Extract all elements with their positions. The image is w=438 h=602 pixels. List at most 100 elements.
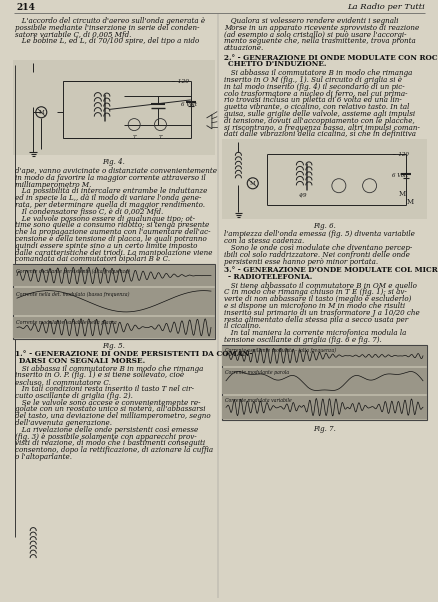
- Text: - RADIOTELEFONIA.: - RADIOTELEFONIA.: [227, 273, 311, 281]
- Text: mento seguente che, nella trasmittente, trova pronta: mento seguente che, nella trasmittente, …: [223, 37, 415, 45]
- Text: T: T: [132, 135, 136, 140]
- Text: si riscontrano, a frequenza bassa, altri impulsi coman-: si riscontrano, a frequenza bassa, altri…: [223, 123, 419, 132]
- Text: M: M: [249, 181, 255, 186]
- Text: 1.° - GENERAZIONE DI ONDE PERSISTENTI DA COMAN-: 1.° - GENERAZIONE DI ONDE PERSISTENTI DA…: [15, 350, 252, 358]
- Text: Corrente nella det. modulata (bassa frequenza): Corrente nella det. modulata (bassa freq…: [16, 292, 129, 297]
- Text: 6 Volt: 6 Volt: [180, 102, 196, 107]
- Text: Il condensatore fisso C, è di 0,002 Mfd.: Il condensatore fisso C, è di 0,002 Mfd.: [15, 208, 163, 216]
- Text: Sono le onde così modulate che diventano percep-: Sono le onde così modulate che diventano…: [223, 244, 411, 252]
- Text: La possibilità di intercalare entrambe le induttanze: La possibilità di intercalare entrambe l…: [15, 187, 207, 196]
- Text: persistenti esse hanno però minor portata.: persistenti esse hanno però minor portat…: [223, 258, 377, 265]
- Text: Fig. 6.: Fig. 6.: [312, 222, 335, 231]
- Text: o l'altoparlante.: o l'altoparlante.: [15, 453, 72, 461]
- Text: dalle caratteristiche dei triodi. La manipolazione viene: dalle caratteristiche dei triodi. La man…: [15, 249, 212, 256]
- Bar: [13, 317, 215, 338]
- Text: 4/9: 4/9: [297, 193, 306, 198]
- Text: in tal modo inserito (fig. 4) il secondario di un pic-: in tal modo inserito (fig. 4) il seconda…: [223, 83, 404, 91]
- Text: d'ape, vanno avvicinate o distanziate convenientemente: d'ape, vanno avvicinate o distanziate co…: [15, 167, 216, 175]
- Text: M: M: [38, 110, 44, 115]
- Text: del tasto, una deviazione del milliamperometro, segno: del tasto, una deviazione del milliamper…: [15, 412, 210, 420]
- Text: escluso, il commutatore C.: escluso, il commutatore C.: [15, 378, 111, 386]
- Text: golate con un reostato unico si noterà, all'abbassarsi: golate con un reostato unico si noterà, …: [15, 405, 205, 414]
- Text: guisa, sulle griglie delle valvole, assieme agli impulsi: guisa, sulle griglie delle valvole, assi…: [223, 110, 414, 118]
- Text: inserito in O M (fig., 1). Sul circuito di griglia si è: inserito in O M (fig., 1). Sul circuito …: [223, 76, 401, 84]
- Text: (ad esempio a solo cristallo) si può usare l'accorgi-: (ad esempio a solo cristallo) si può usa…: [223, 31, 406, 39]
- Text: in modo da favorire la maggior corrente attraverso il: in modo da favorire la maggior corrente …: [15, 174, 205, 182]
- Text: Si abbassa il commutatore B in modo che rimanga: Si abbassa il commutatore B in modo che …: [15, 364, 203, 373]
- Text: comandata dai commutatori bipolari B e C.: comandata dai commutatori bipolari B e C…: [15, 255, 170, 264]
- Text: Corrente modulante variabile nella placca: Corrente modulante variabile nella placc…: [16, 320, 117, 324]
- Text: verte di non abbassare il tasto (meglio è escluderlo): verte di non abbassare il tasto (meglio …: [223, 295, 410, 303]
- Bar: [222, 345, 426, 420]
- Text: Se le valvole sono accese e convenientemente re-: Se le valvole sono accese e convenientem…: [15, 399, 200, 406]
- Text: tensione oscillante di griglia (fig. 6 e fig. 7).: tensione oscillante di griglia (fig. 6 e…: [223, 336, 381, 344]
- Text: L'accordo del circuito d'aereo sull'onda generata è: L'accordo del circuito d'aereo sull'onda…: [15, 17, 205, 25]
- Bar: [222, 139, 426, 219]
- Text: Fig. 5.: Fig. 5.: [102, 342, 125, 350]
- Bar: [222, 368, 426, 394]
- Text: colo trasformatore a nucleo di ferro, nel cui prima-: colo trasformatore a nucleo di ferro, ne…: [223, 90, 406, 98]
- Text: cuito oscillante di griglia (fig. 2).: cuito oscillante di griglia (fig. 2).: [15, 392, 133, 400]
- Text: Morse in un apparato ricevente sprovvisto di reazione: Morse in un apparato ricevente sprovvist…: [223, 24, 418, 32]
- Text: In tal maniera la corrente microfonica modula la: In tal maniera la corrente microfonica m…: [223, 329, 406, 337]
- Text: consentono, dopo la rettificazione, di azionare la cuffia: consentono, dopo la rettificazione, di a…: [15, 446, 212, 454]
- Text: rata, per determinare quella di maggior rendimento.: rata, per determinare quella di maggior …: [15, 201, 205, 209]
- Text: 214: 214: [16, 3, 35, 12]
- Text: In tali condizioni resta inserito il tasto T nel cir-: In tali condizioni resta inserito il tas…: [15, 385, 194, 393]
- Text: La Radio per Tutti: La Radio per Tutti: [346, 3, 424, 11]
- Bar: [13, 288, 215, 315]
- Text: ~ 120: ~ 120: [391, 152, 408, 157]
- Text: Si abbassa il commutatore B in modo che rimanga: Si abbassa il commutatore B in modo che …: [223, 69, 411, 77]
- Text: visti di reazione, di modo che i bastimenti conseguiti: visti di reazione, di modo che i bastime…: [15, 439, 205, 447]
- Text: l'ampiezza dell'onda emessa (fig. 5) diventa variabile: l'ampiezza dell'onda emessa (fig. 5) div…: [223, 231, 414, 238]
- Text: rio trovasi inclusa un piletta di 6 volta ed una lin-: rio trovasi inclusa un piletta di 6 volt…: [223, 96, 401, 105]
- Text: Corrente oscillante persistente (alta frequenza): Corrente oscillante persistente (alta fr…: [16, 269, 130, 275]
- Bar: [13, 60, 215, 155]
- Text: attuazione.: attuazione.: [223, 44, 264, 52]
- Text: T: T: [159, 135, 162, 140]
- Text: possibile mediante l'inserzione in serie del conden-: possibile mediante l'inserzione in serie…: [15, 24, 199, 32]
- Text: Le valvole possono essere di qualunque tipo; ot-: Le valvole possono essere di qualunque t…: [15, 214, 194, 223]
- Text: ~ 120: ~ 120: [170, 79, 188, 84]
- Text: inserito in O. P. (fig. 1) e si tiene sollevato, cioè: inserito in O. P. (fig. 1) e si tiene so…: [15, 371, 184, 379]
- Text: il cicalino.: il cicalino.: [223, 323, 260, 330]
- Text: con la stessa cadenza.: con la stessa cadenza.: [223, 237, 304, 245]
- Text: Si tiene abbassato il commutatore B in OM e quello: Si tiene abbassato il commutatore B in O…: [223, 282, 416, 290]
- Text: time sono quelle a consumo ridotto; si tenga presente: time sono quelle a consumo ridotto; si t…: [15, 222, 209, 229]
- Text: ed in specie la L,, dà il modo di variare l'onda gene-: ed in specie la L,, dà il modo di variar…: [15, 194, 201, 202]
- Text: 2.° - GENERAZIONE DI ONDE MODULATE CON ROC-: 2.° - GENERAZIONE DI ONDE MODULATE CON R…: [223, 54, 438, 62]
- Text: resta alimentato della stessa pila a secco usata per: resta alimentato della stessa pila a sec…: [223, 315, 407, 324]
- Text: quindi essere spinte sino a un certo limite imposto: quindi essere spinte sino a un certo lim…: [15, 242, 197, 250]
- Text: Corrente modulante parola: Corrente modulante parola: [225, 370, 289, 375]
- Text: CHETTO D'INDUZIONE.: CHETTO D'INDUZIONE.: [227, 60, 325, 69]
- Text: guetta vibrante, o cicalino, con relativo tasto. In tal: guetta vibrante, o cicalino, con relativ…: [223, 104, 409, 111]
- Text: M: M: [406, 197, 413, 206]
- Text: milliamperometro M.: milliamperometro M.: [15, 181, 91, 188]
- Text: Fig. 4.: Fig. 4.: [102, 158, 125, 166]
- Bar: [13, 265, 215, 286]
- Text: DARSI CON SEGNALI MORSE.: DARSI CON SEGNALI MORSE.: [19, 357, 145, 365]
- Text: censione e della tensione di placca, le quali potranno: censione e della tensione di placca, le …: [15, 235, 206, 243]
- Bar: [13, 264, 215, 339]
- Text: 6 Volt: 6 Volt: [391, 173, 407, 178]
- Bar: [222, 396, 426, 419]
- Text: satore variabile C, di 0,005 Mfd.: satore variabile C, di 0,005 Mfd.: [15, 31, 131, 39]
- Text: Corrente modulata variabile: Corrente modulata variabile: [225, 398, 291, 403]
- Text: Qualora si volessero rendere evidenti i segnali: Qualora si volessero rendere evidenti i …: [223, 17, 398, 25]
- Text: ibili col solo raddrizzatore. Nei confronti delle onde: ibili col solo raddrizzatore. Nei confro…: [223, 250, 409, 259]
- Text: Fig. 7.: Fig. 7.: [312, 425, 335, 433]
- Text: inserito sul primario di un trasformatore J a 10/20 che: inserito sul primario di un trasformator…: [223, 309, 419, 317]
- Text: La rivelazione delle onde persistenti così emesse: La rivelazione delle onde persistenti co…: [15, 426, 198, 433]
- Text: Le bobine L, ed L, di 70/100 spire, del tipo a nido: Le bobine L, ed L, di 70/100 spire, del …: [15, 37, 199, 45]
- Text: M: M: [398, 190, 405, 197]
- Text: (fig. 3) è possibile solamente con apparecchi prov-: (fig. 3) è possibile solamente con appar…: [15, 432, 196, 441]
- Text: dati dalle vibrazioni della cicalina, sì che in definitiva: dati dalle vibrazioni della cicalina, sì…: [223, 131, 415, 138]
- Text: Corrente oscillante modulata - (alta frequenza): Corrente oscillante modulata - (alta fre…: [225, 348, 335, 353]
- Text: 3.° - GENERAZIONE D'ONDE MODULATE COL MICROFONO: 3.° - GENERAZIONE D'ONDE MODULATE COL MI…: [223, 266, 438, 275]
- Text: di tensione, dovuti all'accoppiamento con le placche,: di tensione, dovuti all'accoppiamento co…: [223, 117, 414, 125]
- Bar: [222, 346, 426, 366]
- Text: dell'avvenuta generazione.: dell'avvenuta generazione.: [15, 419, 112, 427]
- Text: e si dispone un microfono in M in modo che risulti: e si dispone un microfono in M in modo c…: [223, 302, 404, 310]
- Text: che la propagazione aumenta con l'aumentare dell'ac-: che la propagazione aumenta con l'aument…: [15, 228, 210, 236]
- Text: C in modo che rimanga chiuso in T E (fig. 1); si av-: C in modo che rimanga chiuso in T E (fig…: [223, 288, 406, 296]
